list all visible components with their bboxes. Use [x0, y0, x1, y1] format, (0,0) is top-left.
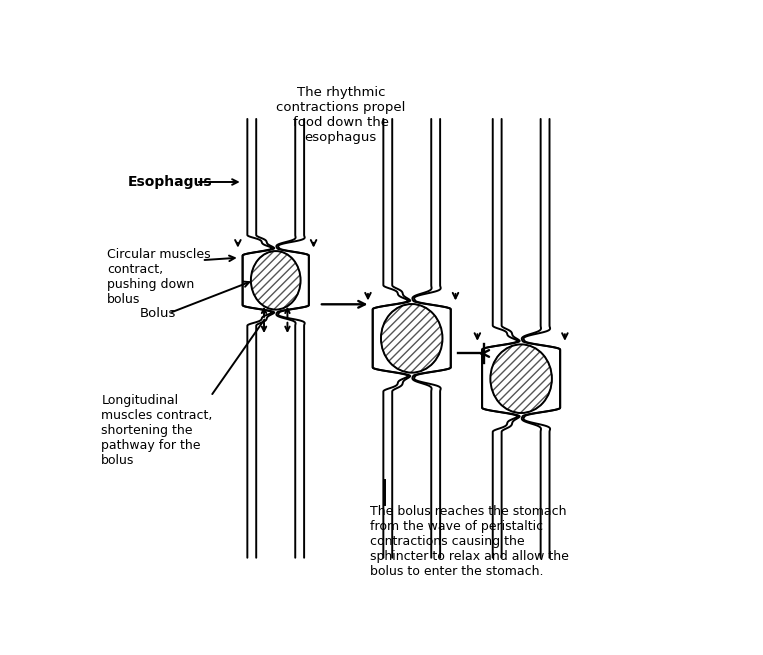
Ellipse shape: [251, 251, 301, 310]
Text: The rhythmic
contractions propel
food down the
esophagus: The rhythmic contractions propel food do…: [276, 86, 405, 144]
Text: Esophagus: Esophagus: [128, 175, 213, 189]
Text: Longitudinal
muscles contract,
shortening the
pathway for the
bolus: Longitudinal muscles contract, shortenin…: [101, 394, 213, 467]
Text: The bolus reaches the stomach
from the wave of peristaltic
contractions causing : The bolus reaches the stomach from the w…: [370, 505, 569, 578]
Ellipse shape: [381, 304, 443, 373]
Text: Circular muscles
contract,
pushing down
bolus: Circular muscles contract, pushing down …: [107, 248, 211, 305]
Text: Bolus: Bolus: [140, 307, 176, 320]
Ellipse shape: [491, 345, 552, 413]
